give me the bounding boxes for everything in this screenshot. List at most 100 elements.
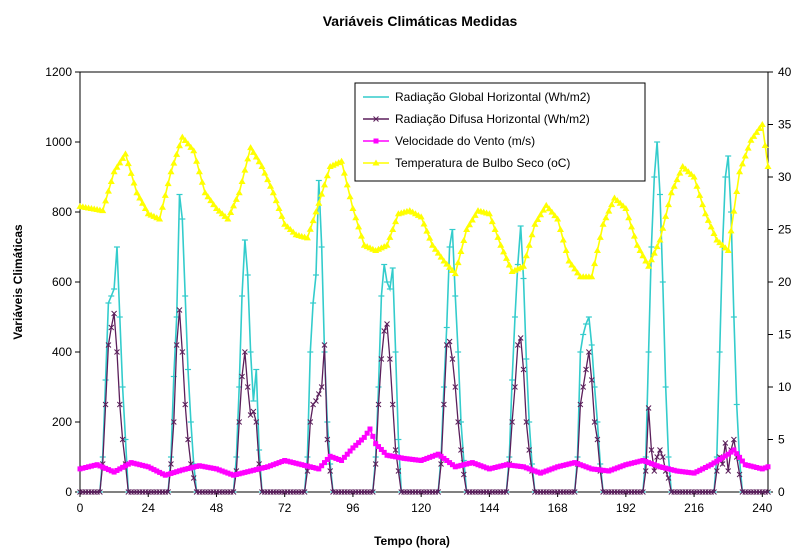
data-point [253, 419, 260, 425]
data-point [535, 469, 541, 475]
series-2 [77, 426, 771, 478]
data-point [441, 401, 447, 408]
data-point [176, 142, 184, 149]
data-point [327, 468, 334, 474]
data-point [460, 471, 467, 478]
data-point [302, 462, 308, 468]
data-point [551, 212, 559, 219]
y2-tick-label: 0 [778, 485, 785, 499]
data-point [714, 458, 720, 464]
data-point [628, 223, 636, 230]
data-point [320, 181, 328, 188]
data-point [306, 225, 314, 232]
data-point [194, 463, 200, 469]
data-point [77, 466, 83, 472]
data-point [119, 436, 126, 443]
data-point [262, 465, 268, 470]
data-point [711, 489, 717, 495]
data-point [755, 124, 763, 131]
data-point [591, 260, 599, 267]
data-point [662, 212, 670, 219]
data-point [276, 460, 282, 466]
data-point [279, 459, 285, 465]
data-point [697, 467, 703, 473]
data-point [136, 194, 144, 201]
data-point [339, 458, 345, 463]
data-point [731, 436, 737, 443]
data-point [357, 232, 365, 239]
y2-tick-label: 40 [778, 65, 792, 79]
data-point [367, 426, 373, 432]
data-point [168, 470, 174, 476]
data-point [659, 454, 666, 460]
x-tick-label: 120 [411, 501, 431, 515]
y-tick-label: 1200 [45, 65, 72, 79]
data-point [748, 463, 754, 469]
data-point [435, 489, 442, 495]
data-point [104, 187, 112, 194]
data-point [122, 463, 128, 469]
data-point [571, 489, 578, 495]
data-point [103, 465, 109, 471]
data-point [620, 463, 626, 469]
series-0 [77, 141, 771, 493]
y-tick-label: 0 [65, 485, 72, 499]
data-point [421, 456, 427, 462]
data-point [97, 489, 103, 495]
data-point [489, 465, 495, 471]
data-point [264, 176, 272, 183]
data-point [710, 229, 718, 236]
data-point [102, 401, 109, 408]
data-point [324, 436, 331, 443]
data-point [471, 211, 479, 218]
data-point [447, 460, 453, 466]
data-point [255, 158, 263, 165]
data-point [758, 121, 766, 127]
data-point [711, 460, 717, 466]
data-point [708, 462, 714, 468]
data-point [586, 465, 592, 471]
data-point [258, 163, 266, 169]
y2-tick-label: 20 [778, 275, 792, 289]
data-point [105, 342, 112, 348]
x-axis-title: Tempo (hora) [374, 534, 450, 548]
data-point [176, 307, 183, 313]
data-point [761, 142, 769, 148]
data-point [273, 461, 279, 467]
data-point [418, 458, 424, 463]
data-point [188, 465, 194, 471]
data-point [514, 342, 521, 348]
data-point [653, 243, 661, 250]
data-point [330, 454, 336, 460]
data-point [744, 144, 752, 151]
data-point [502, 254, 510, 261]
data-point [759, 466, 765, 472]
data-point [455, 463, 461, 469]
data-point [750, 132, 758, 139]
data-point [622, 205, 630, 211]
data-point [252, 153, 260, 160]
data-point [593, 247, 601, 253]
data-point [83, 465, 89, 470]
data-point [495, 464, 501, 470]
data-point [509, 419, 515, 425]
data-point [534, 216, 542, 223]
data-point [231, 472, 237, 478]
data-point [563, 462, 569, 468]
data-point [137, 462, 143, 468]
data-point [683, 469, 689, 475]
data-point [694, 469, 700, 475]
data-point [680, 469, 686, 475]
data-point [392, 218, 400, 225]
data-point [668, 467, 674, 473]
data-point [238, 177, 246, 184]
data-point [468, 216, 476, 223]
data-point [361, 434, 367, 440]
data-point [526, 466, 532, 472]
data-point [179, 349, 186, 355]
data-point [148, 465, 154, 471]
y2-tick-label: 30 [778, 170, 792, 184]
data-point [605, 207, 613, 214]
data-point [185, 436, 191, 443]
data-point [170, 419, 177, 425]
